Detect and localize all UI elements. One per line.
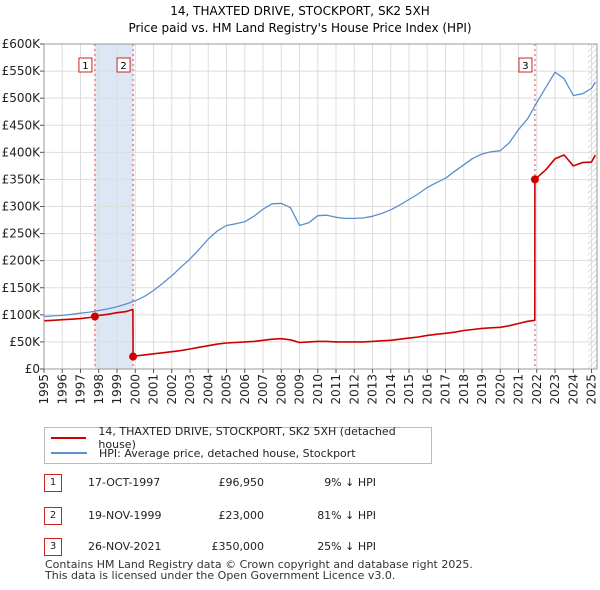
x-tick-label: 2022 <box>530 374 544 405</box>
y-tick-label: £350K <box>2 172 42 186</box>
legend-swatch-property <box>51 437 87 439</box>
legend-label-property: 14, THAXTED DRIVE, STOCKPORT, SK2 5XH (d… <box>98 425 396 451</box>
sale-hpi-diff: 9% ↓ HPI <box>324 476 376 489</box>
series-line-hpi <box>43 71 596 318</box>
sale-label-box: 3 <box>518 57 533 73</box>
sale-hpi-diff: 81% ↓ HPI <box>317 509 376 522</box>
x-tick-label: 1999 <box>110 374 124 405</box>
sale-markers: 1 2 3 <box>78 57 539 361</box>
x-tick-label: 2002 <box>165 374 179 405</box>
y-tick-label: £200K <box>2 254 42 268</box>
x-tick-label: 2018 <box>457 374 471 405</box>
series-layer <box>43 71 596 358</box>
x-tick-label: 1996 <box>55 374 69 405</box>
sale-price: £350,000 <box>211 540 265 553</box>
sale-row: 3 26-NOV-2021 £350,000 25% ↓ HPI <box>44 538 464 556</box>
x-tick-label: 1995 <box>37 374 51 405</box>
axes: £0 £50K £100K £150K £200K £250K £300K £350K £400… <box>2 37 599 405</box>
x-tick-label: 2001 <box>147 374 161 405</box>
sale-label-frame <box>518 57 533 73</box>
x-tick-label: 2007 <box>256 374 270 405</box>
y-tick-label: £300K <box>2 200 42 214</box>
x-tick-label: 2012 <box>347 374 361 405</box>
x-tick-label: 2016 <box>420 374 434 405</box>
x-tick-label: 2014 <box>384 374 398 405</box>
x-tick-label: 2009 <box>293 374 307 405</box>
y-tick-label: £550K <box>2 64 42 78</box>
y-tick-label: £150K <box>2 281 42 295</box>
y-tick-label: £50K <box>9 335 41 349</box>
sale-row: 1 17-OCT-1997 £96,950 9% ↓ HPI <box>44 474 464 492</box>
y-tick-label: £100K <box>2 308 42 322</box>
x-tick-label: 2021 <box>512 374 526 405</box>
x-tick-label: 2019 <box>475 374 489 405</box>
sale-label-frame <box>78 57 93 73</box>
sale-label-text: 1 <box>82 61 88 72</box>
x-tick-label: 2003 <box>183 374 197 405</box>
x-tick-label: 2024 <box>566 374 580 405</box>
sale-label-box: 1 <box>78 57 93 73</box>
footer-copyright: Contains HM Land Registry data © Crown c… <box>45 558 473 571</box>
legend: 14, THAXTED DRIVE, STOCKPORT, SK2 5XH (d… <box>44 425 432 464</box>
sale-label-frame <box>116 57 131 73</box>
chart-subtitle: Price paid vs. HM Land Registry's House … <box>128 21 471 35</box>
sale-price: £96,950 <box>218 476 265 489</box>
y-tick-label: £600K <box>2 37 42 51</box>
sale-date: 26-NOV-2021 <box>88 540 162 553</box>
y-tick-label: £450K <box>2 118 42 132</box>
footer-licence: This data is licensed under the Open Gov… <box>45 569 396 582</box>
x-tick-label: 2011 <box>329 374 343 405</box>
legend-label-hpi: HPI: Average price, detached house, Stoc… <box>99 446 356 460</box>
y-tick-label: £500K <box>2 91 42 105</box>
x-tick-label: 2020 <box>493 374 507 405</box>
sale-point <box>530 175 539 184</box>
legend-item-hpi: HPI: Average price, detached house, Stoc… <box>51 446 356 460</box>
x-tick-label: 2000 <box>128 374 142 405</box>
y-tick-label: £0 <box>25 362 40 376</box>
sale-number-badge: 3 <box>44 538 62 556</box>
x-tick-label: 2006 <box>238 374 252 405</box>
legend-swatch-hpi <box>51 452 87 454</box>
x-tick-label: 1997 <box>74 374 88 405</box>
sale-label-text: 2 <box>120 61 126 72</box>
x-tick-label: 2008 <box>274 374 288 405</box>
x-tick-label: 2015 <box>402 374 416 405</box>
sale-number-badge: 2 <box>44 507 62 525</box>
x-tick-label: 2010 <box>311 374 325 405</box>
footer: Contains HM Land Registry data © Crown c… <box>45 559 473 581</box>
x-tick-label: 2005 <box>220 374 234 405</box>
x-tick-label: 1998 <box>92 374 106 405</box>
chart: 14, THAXTED DRIVE, STOCKPORT, SK2 5XH Pr… <box>2 4 599 405</box>
y-tick-label: £400K <box>2 145 42 159</box>
y-tick-label: £250K <box>2 227 42 241</box>
sale-row: 2 19-NOV-1999 £23,000 81% ↓ HPI <box>44 507 464 525</box>
x-tick-label: 2013 <box>366 374 380 405</box>
sale-label-box: 2 <box>116 57 131 73</box>
sale-number-badge: 1 <box>44 474 62 492</box>
sale-date: 19-NOV-1999 <box>88 509 162 522</box>
x-tick-label: 2025 <box>585 374 599 405</box>
x-tick-label: 2023 <box>548 374 562 405</box>
chart-title: 14, THAXTED DRIVE, STOCKPORT, SK2 5XH <box>170 4 430 18</box>
legend-item-property: 14, THAXTED DRIVE, STOCKPORT, SK2 5XH (d… <box>51 425 431 451</box>
sale-point <box>129 352 138 361</box>
x-tick-label: 2004 <box>201 374 215 405</box>
sale-price: £23,000 <box>218 509 265 522</box>
sale-label-text: 3 <box>522 61 528 72</box>
series-line-property <box>43 154 596 358</box>
sale-hpi-diff: 25% ↓ HPI <box>317 540 376 553</box>
x-tick-label: 2017 <box>439 374 453 405</box>
sale-date: 17-OCT-1997 <box>88 476 161 489</box>
sale-point <box>90 312 99 321</box>
